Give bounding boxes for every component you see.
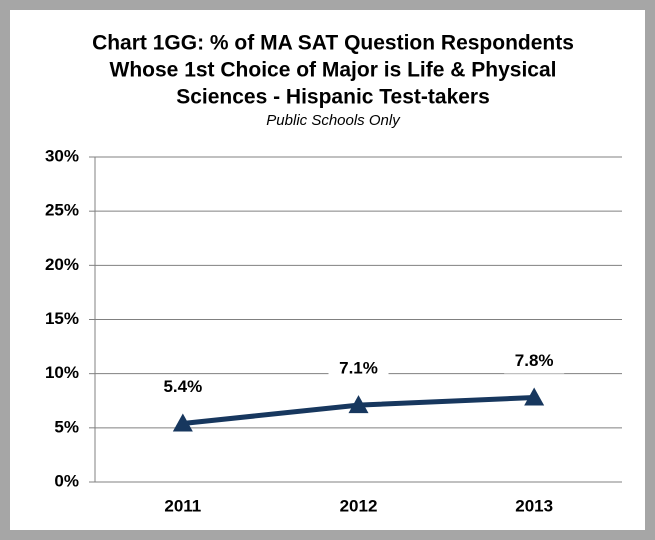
x-tick-label: 2013 [515,496,553,515]
y-tick-label: 5% [54,417,79,436]
marker [172,413,193,432]
data-label-bg [504,349,565,374]
y-tick-label: 0% [54,471,79,490]
chart-title: Whose 1st Choice of Major is Life & Phys… [110,59,557,82]
x-tick-label: 2011 [164,496,201,515]
chart-title: Sciences - Hispanic Test-takers [176,86,490,109]
data-label: 5.4% [163,377,202,396]
y-tick-label: 25% [45,201,79,220]
x-tick-label: 2012 [340,496,378,515]
y-tick-label: 10% [45,363,79,382]
y-tick-label: 30% [45,146,79,165]
y-tick-label: 15% [45,309,79,328]
chart-title: Chart 1GG: % of MA SAT Question Responde… [92,32,574,55]
marker [524,387,545,406]
chart-subtitle: Public Schools Only [266,112,401,129]
y-tick-label: 20% [45,255,79,274]
data-label-bg [328,357,389,382]
data-label: 7.1% [339,359,378,378]
data-label: 7.8% [515,351,554,370]
data-label-bg [152,375,213,400]
marker [348,395,369,414]
